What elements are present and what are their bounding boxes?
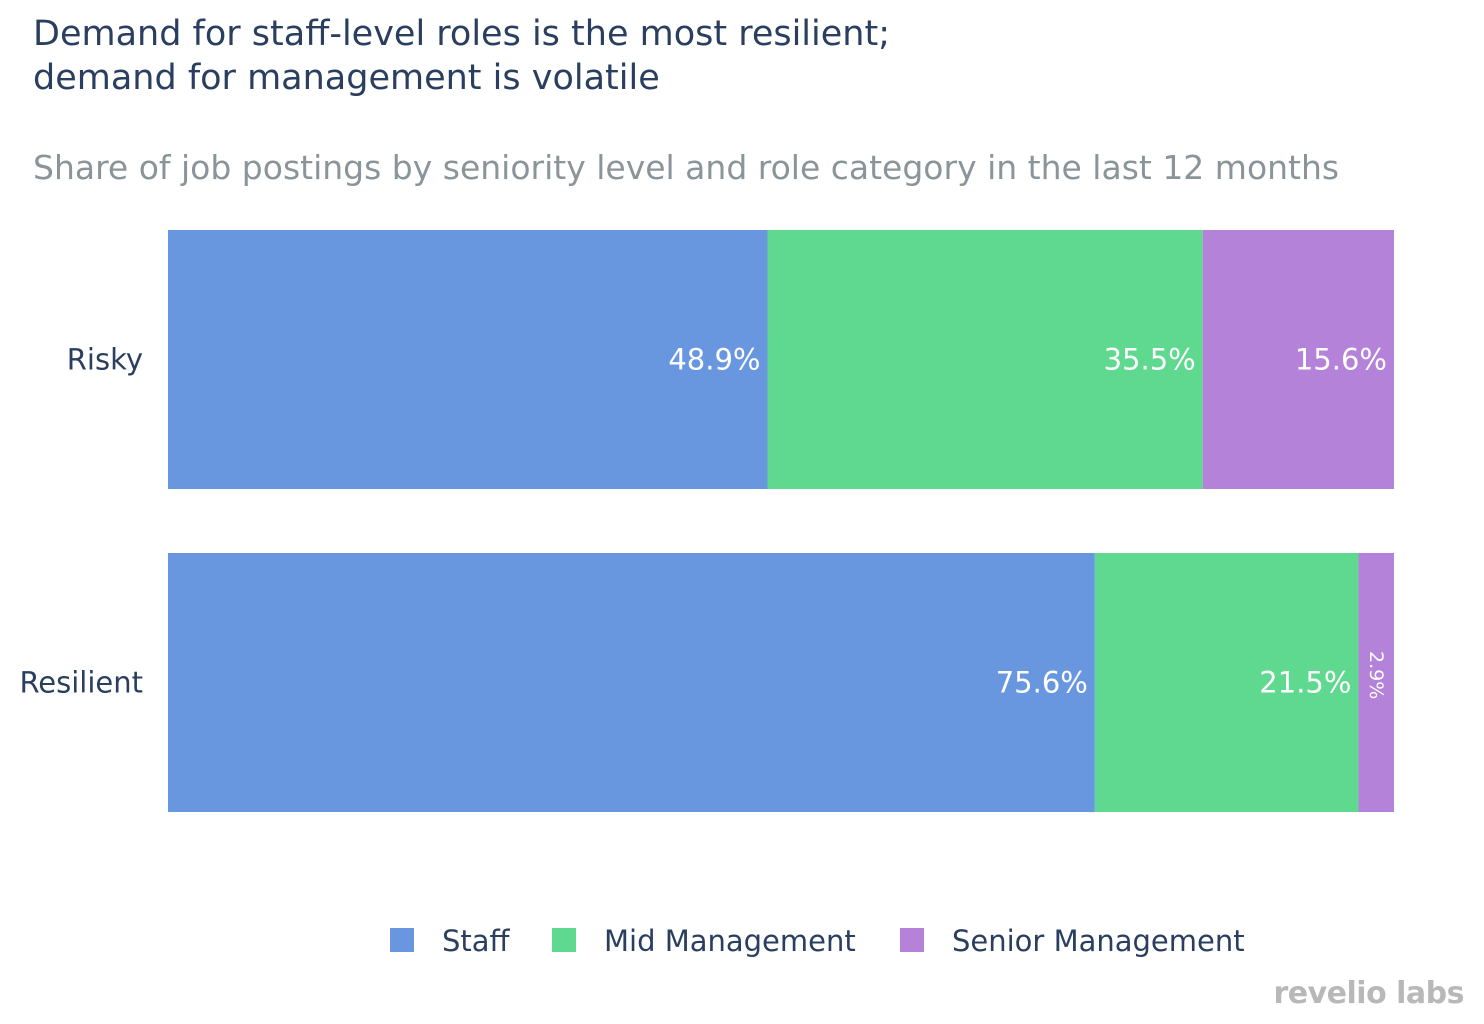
legend-label-mid-management[interactable]: Mid Management	[604, 924, 856, 958]
legend-swatch-mid-management[interactable]	[552, 928, 576, 952]
category-axis: Risky Resilient	[19, 343, 143, 700]
bar-layer: 48.9% 35.5% 15.6% 75.6% 21.5% 2.9%	[168, 230, 1394, 812]
data-label-risky-staff: 48.9%	[668, 343, 760, 377]
chart-subtitle: Share of job postings by seniority level…	[33, 148, 1340, 187]
bar-risky-senior-management	[1202, 230, 1394, 489]
bar-resilient-staff	[168, 553, 1095, 812]
chart-title-line-2: demand for management is volatile	[33, 58, 660, 98]
data-label-risky-senior-management: 15.6%	[1295, 343, 1387, 377]
revelio-labs-logo: revelio labs	[1273, 976, 1464, 1011]
bar-risky-mid-management	[767, 230, 1203, 489]
data-label-resilient-senior-management: 2.9%	[1365, 651, 1387, 699]
category-label-resilient: Resilient	[19, 666, 143, 700]
chart-title: Demand for staff-level roles is the most…	[33, 12, 1453, 100]
legend-swatch-staff[interactable]	[390, 928, 414, 952]
data-label-resilient-staff: 75.6%	[996, 666, 1088, 700]
category-label-risky: Risky	[67, 343, 143, 377]
legend-swatch-senior-management[interactable]	[900, 928, 924, 952]
legend: Staff Mid Management Senior Management	[390, 924, 1245, 958]
legend-label-staff[interactable]: Staff	[442, 924, 511, 958]
bar-resilient-senior-management	[1358, 553, 1394, 812]
legend-label-senior-management[interactable]: Senior Management	[952, 924, 1245, 958]
data-label-resilient-mid-management: 21.5%	[1259, 666, 1351, 700]
chart-title-line-1: Demand for staff-level roles is the most…	[33, 14, 890, 54]
bar-risky-staff	[168, 230, 768, 489]
bar-resilient-mid-management	[1094, 553, 1359, 812]
data-label-risky-mid-management: 35.5%	[1104, 343, 1196, 377]
